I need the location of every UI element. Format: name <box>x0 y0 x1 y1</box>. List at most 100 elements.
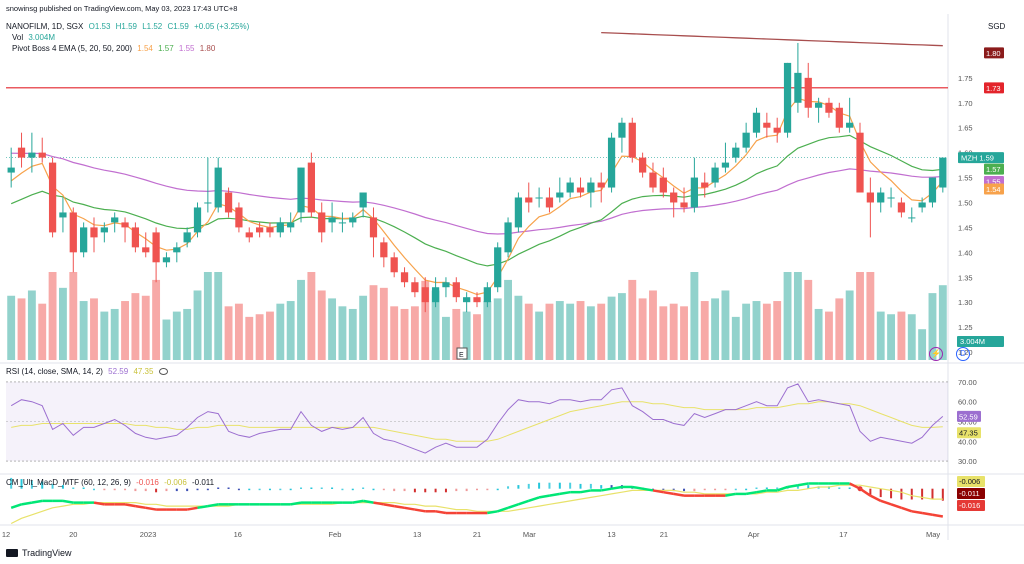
volume-bar <box>690 272 699 360</box>
volume-bar <box>162 319 171 360</box>
macd-line-segment <box>725 492 736 497</box>
macd-line-segment <box>869 494 882 502</box>
volume-bar <box>390 306 399 360</box>
macd-histogram-bar <box>372 488 375 491</box>
macd-histogram-bar <box>382 488 385 491</box>
y-tick-label: 1.70 <box>958 99 973 108</box>
volume-bar <box>773 301 782 360</box>
candle-body <box>235 207 243 228</box>
volume-bar <box>524 303 533 360</box>
candle-body <box>369 217 378 238</box>
macd-histogram-bar <box>113 488 116 491</box>
volume-bar <box>711 298 720 360</box>
footer-label: TradingView <box>22 548 72 558</box>
candle-body <box>556 192 564 198</box>
candle-body <box>721 162 730 168</box>
macd-line-segment <box>538 494 550 499</box>
candle-body <box>442 282 450 288</box>
macd-line-segment <box>383 503 395 508</box>
volume-bar <box>783 272 792 360</box>
macd-histogram-bar <box>569 482 572 489</box>
macd-histogram-bar <box>610 485 613 489</box>
symbol-header: NANOFILM, 1D, SGX O1.53 H1.59 L1.52 C1.5… <box>6 22 252 32</box>
x-tick-label: May <box>926 530 940 539</box>
macd-histogram-bar <box>683 488 686 492</box>
volume-bar <box>442 316 450 360</box>
macd-hist-value: -0.011 <box>192 478 215 487</box>
candle-body <box>752 112 761 133</box>
volume-bar <box>907 314 916 360</box>
candle-body <box>732 147 740 158</box>
volume-bar <box>348 308 357 360</box>
ema20-tag <box>984 163 1004 175</box>
volume-bar <box>224 306 233 360</box>
x-tick-label: 13 <box>413 530 421 539</box>
rsi-tick-label: 70.00 <box>958 378 977 387</box>
macd-histogram-bar <box>124 488 127 491</box>
macd-histogram-bar <box>403 488 406 492</box>
macd-histogram-bar <box>890 488 893 499</box>
y-tick-label: 1.40 <box>958 248 973 257</box>
volume-bar <box>17 298 26 360</box>
rsi-value-tag-text: 52.59 <box>959 412 978 421</box>
volume-header: Vol 3.004M <box>12 33 58 43</box>
candle-body <box>711 167 719 183</box>
volume-bar <box>804 279 813 360</box>
rsi-tick-label: 40.00 <box>958 437 977 446</box>
volume-bar <box>617 293 626 360</box>
macd-tag-text: -0.006 <box>959 477 980 486</box>
candle-body <box>245 232 253 238</box>
macd-histogram-bar <box>424 488 427 493</box>
macd-histogram-bar <box>134 488 137 492</box>
candle-body <box>69 212 77 253</box>
macd-line-segment <box>601 487 612 492</box>
macd-tag <box>957 476 985 487</box>
candle-body <box>846 122 854 128</box>
ohlc-close: C1.59 <box>167 22 189 31</box>
volume-bar <box>493 298 502 360</box>
symbol-label: NANOFILM, 1D, SGX <box>6 22 84 31</box>
volume-bar <box>762 303 771 360</box>
visibility-icon[interactable] <box>158 368 168 375</box>
macd-line-segment <box>932 513 944 518</box>
macd-histogram-bar <box>724 488 727 491</box>
candle-body <box>204 202 212 204</box>
candle-body <box>877 192 885 203</box>
macd-histogram-bar <box>186 488 189 492</box>
volume-bar <box>628 279 637 360</box>
volume-bar <box>286 301 295 360</box>
macd-histogram-bar <box>589 483 592 489</box>
volume-bar <box>307 272 316 360</box>
lightning-icon[interactable]: ⚡ <box>929 347 943 361</box>
macd-histogram-bar <box>61 485 64 489</box>
candle-body <box>597 182 605 188</box>
volume-bar <box>742 303 751 360</box>
macd-line-segment <box>518 499 530 506</box>
volume-bar <box>193 290 202 360</box>
volume-bar <box>59 287 67 360</box>
footer-brand: TradingView <box>6 548 72 558</box>
ema20-line <box>10 134 943 267</box>
vol-value: 3.004M <box>28 33 56 42</box>
candle-body <box>380 242 388 258</box>
macd-histogram-bar <box>558 482 561 489</box>
macd-header: CM_Ult_MacD_MTF (60, 12, 26, 9) -0.016 -… <box>6 478 217 488</box>
macd-line-segment <box>787 483 799 489</box>
candle-body <box>276 222 284 233</box>
macd-line-segment <box>911 510 923 515</box>
macd-line-segment <box>611 485 623 490</box>
macd-histogram-bar <box>538 482 541 489</box>
candle-body <box>897 202 906 213</box>
candle-body <box>80 227 88 253</box>
macd-line-segment <box>673 492 685 497</box>
macd-histogram-bar <box>268 488 271 491</box>
ema-label: Pivot Boss 4 EMA (5, 20, 50, 200) <box>12 44 133 53</box>
last-price-tag <box>958 152 1004 164</box>
macd-histogram-bar <box>693 488 696 492</box>
macd-histogram-bar <box>486 488 489 491</box>
volume-bar <box>462 311 471 360</box>
dividend-icon[interactable]: D <box>956 347 970 361</box>
macd-signal-value: -0.006 <box>164 478 187 487</box>
candle-body <box>701 182 709 188</box>
